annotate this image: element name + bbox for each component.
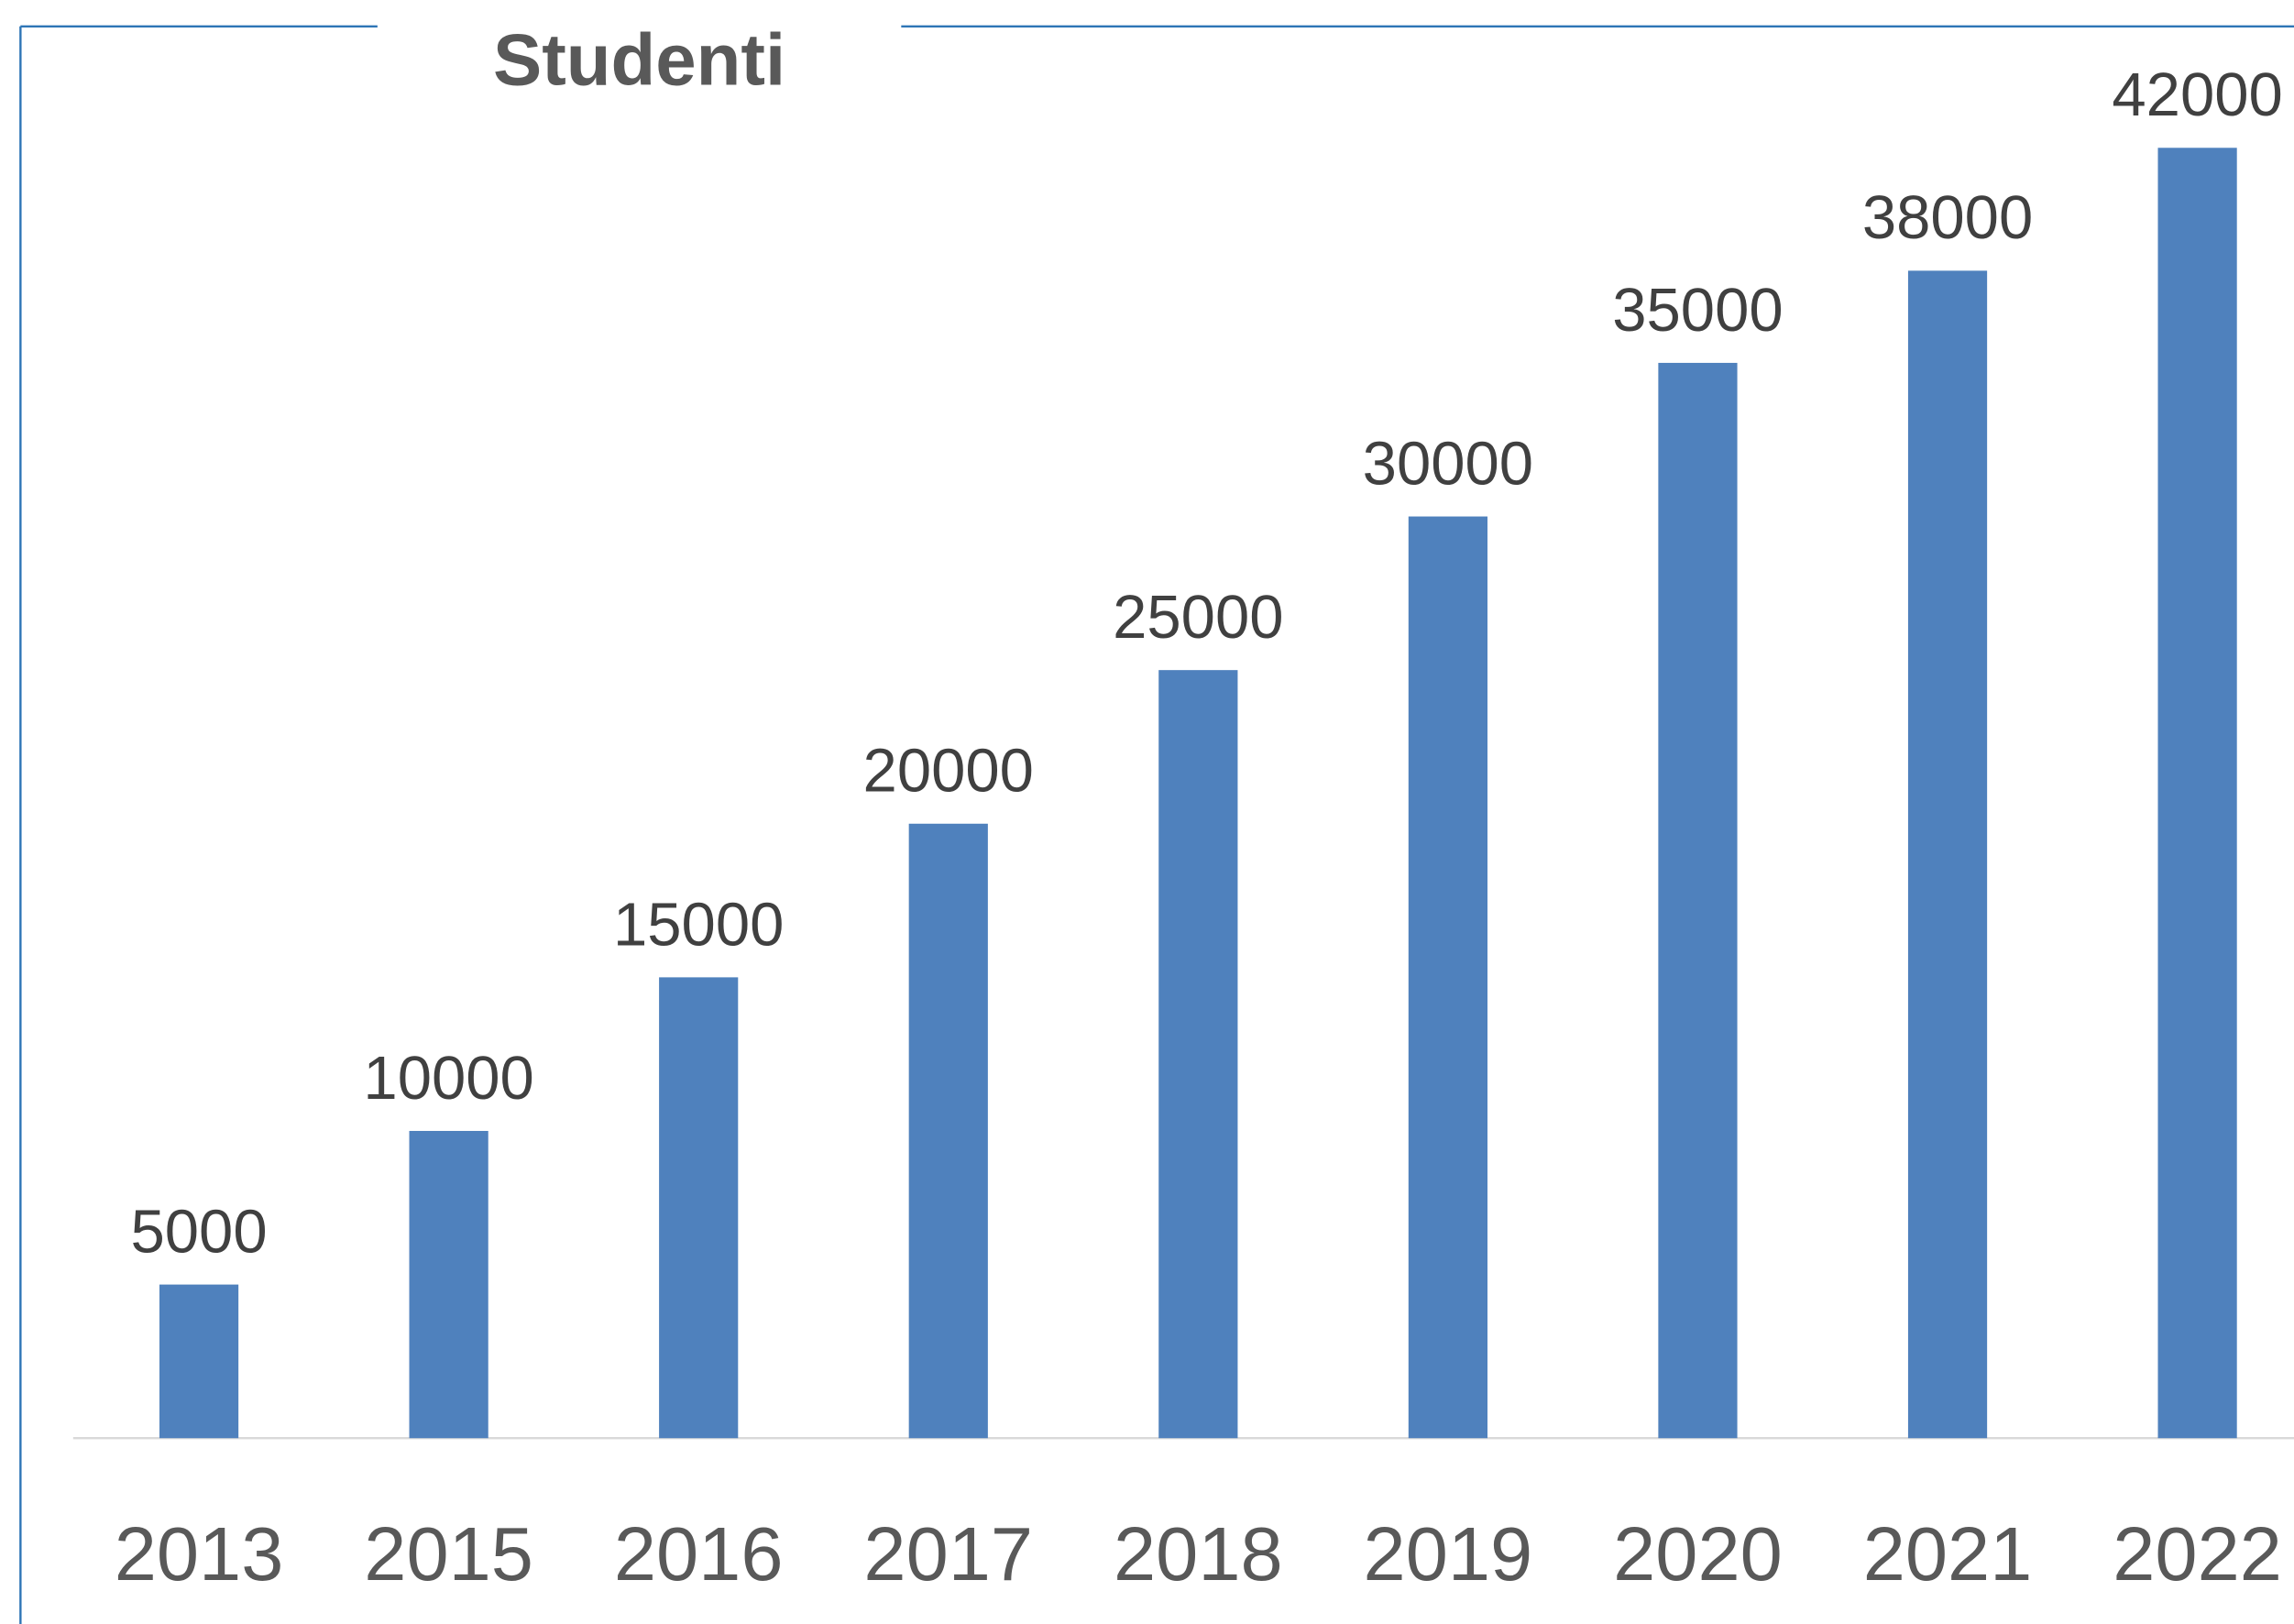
- x-tick-label: 2022: [2113, 1511, 2282, 1597]
- x-tick-label: 2015: [364, 1511, 533, 1597]
- data-label: 35000: [1612, 276, 1783, 345]
- chart-title: Studenti: [493, 19, 785, 101]
- bar: [409, 1130, 488, 1439]
- x-tick-label: 2019: [1364, 1511, 1533, 1597]
- data-label: 10000: [363, 1044, 533, 1113]
- data-label: 5000: [130, 1197, 267, 1266]
- bar: [1408, 516, 1487, 1439]
- x-tick-label: 2013: [115, 1511, 284, 1597]
- x-tick-label: 2017: [863, 1511, 1033, 1597]
- bar: [1907, 270, 1988, 1439]
- data-label: 15000: [613, 890, 784, 959]
- x-tick-label: 2020: [1613, 1511, 1783, 1597]
- bar: [1158, 670, 1238, 1439]
- data-label: 25000: [1113, 583, 1283, 652]
- data-label: 20000: [863, 737, 1034, 806]
- x-tick-label: 2018: [1114, 1511, 1283, 1597]
- data-label: 42000: [2112, 60, 2282, 129]
- bar: [2157, 148, 2237, 1439]
- bar: [1658, 362, 1738, 1439]
- data-label: 38000: [1862, 183, 2033, 252]
- bar: [908, 823, 988, 1439]
- x-tick-label: 2016: [614, 1511, 784, 1597]
- data-label: 30000: [1363, 429, 1533, 498]
- bar: [659, 977, 739, 1439]
- bar: [159, 1284, 239, 1439]
- x-tick-label: 2021: [1863, 1511, 2033, 1597]
